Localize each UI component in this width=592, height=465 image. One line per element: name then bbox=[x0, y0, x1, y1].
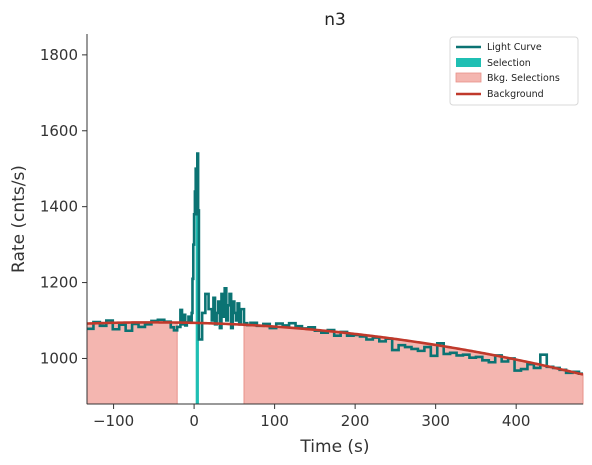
legend: Light Curve Selection Bkg. Selections Ba… bbox=[449, 36, 579, 106]
chart-title: n3 bbox=[324, 10, 346, 30]
y-tick-label: 1400 bbox=[40, 198, 78, 216]
x-tick-label: 200 bbox=[341, 412, 370, 430]
legend-label-background: Background bbox=[487, 89, 544, 100]
y-tick-label: 1800 bbox=[40, 46, 78, 64]
x-ticks: −100 0 100 200 300 400 bbox=[93, 404, 531, 430]
legend-entry-bkg-selections: Bkg. Selections bbox=[455, 72, 560, 84]
legend-entry-light-curve: Light Curve bbox=[456, 42, 542, 53]
legend-swatch-selection bbox=[456, 58, 481, 67]
y-tick-label: 1200 bbox=[40, 274, 78, 292]
y-ticks: 1000 1200 1400 1600 1800 bbox=[40, 46, 87, 367]
plot-area bbox=[86, 152, 584, 405]
bkg-selection-1 bbox=[86, 321, 178, 405]
y-tick-label: 1000 bbox=[40, 349, 78, 367]
legend-frame bbox=[449, 36, 579, 106]
y-tick-label: 1600 bbox=[40, 122, 78, 140]
y-axis-label: Rate (cnts/s) bbox=[9, 165, 29, 273]
x-tick-label: 0 bbox=[189, 412, 199, 430]
legend-label-light-curve: Light Curve bbox=[487, 42, 542, 53]
legend-label-bkg-selections: Bkg. Selections bbox=[487, 73, 560, 84]
x-tick-label: 100 bbox=[260, 412, 289, 430]
x-tick-label: 400 bbox=[502, 412, 531, 430]
background-line bbox=[86, 321, 584, 376]
x-axis-label: Time (s) bbox=[299, 437, 369, 457]
legend-entry-selection: Selection bbox=[456, 58, 531, 69]
x-tick-label: 300 bbox=[421, 412, 450, 430]
legend-label-selection: Selection bbox=[487, 58, 531, 69]
legend-entry-background: Background bbox=[456, 89, 544, 100]
light-curve-line bbox=[87, 152, 583, 375]
x-tick-label: −100 bbox=[93, 412, 134, 430]
legend-swatch-bkg-selections bbox=[455, 72, 482, 83]
